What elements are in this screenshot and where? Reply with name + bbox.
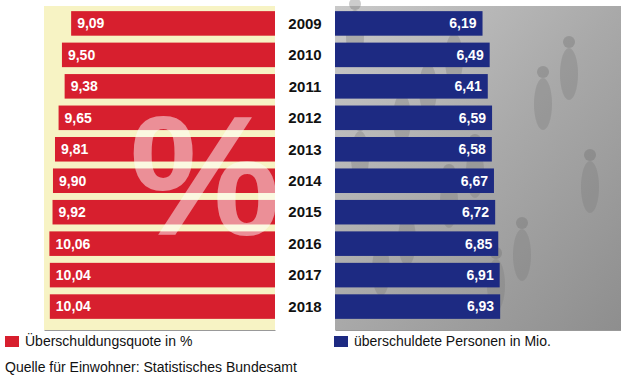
- data-labels: 9,09 9,50 9,38 9,65 9,81 9,90 9,92 10,06 10,04 10…: [55, 15, 104, 314]
- tick-label: 2012: [288, 109, 321, 126]
- tick-label: 2013: [288, 141, 321, 158]
- tick-box: [279, 11, 331, 36]
- photo-figure: [563, 36, 575, 48]
- x-axis: [336, 330, 621, 331]
- tick-label: 2016: [288, 235, 321, 252]
- bar: [335, 294, 500, 319]
- data-label: 6,19: [449, 15, 476, 31]
- bar: [50, 294, 275, 319]
- data-label: 9,90: [59, 173, 86, 189]
- data-label: 9,09: [77, 15, 104, 31]
- photo-figure: [516, 217, 528, 229]
- data-label: 9,50: [68, 47, 95, 63]
- data-label: 9,92: [59, 204, 86, 220]
- bar: [335, 200, 495, 225]
- x-axis: [45, 330, 276, 331]
- bar: [335, 137, 492, 162]
- tick-label: 2017: [288, 266, 321, 283]
- bar: [62, 43, 275, 68]
- bar: [71, 11, 275, 36]
- bar: [335, 168, 494, 193]
- legend: Überschuldungsquote in %: [5, 332, 192, 349]
- photo-figure: [560, 48, 578, 100]
- legend-label: überschuldete Personen in Mio.: [354, 333, 551, 349]
- bar: [335, 231, 498, 256]
- tick-box: [279, 231, 331, 256]
- data-label: 9,81: [61, 141, 88, 157]
- tick-box: [279, 263, 331, 288]
- y-axis: 2009 2010 2011 2012 2013 2014 2015 2016 2017 2018: [279, 11, 331, 319]
- data-label: 9,38: [71, 78, 98, 94]
- tick-box: [279, 106, 331, 131]
- bar: [335, 263, 500, 288]
- data-label: 6,93: [467, 298, 494, 314]
- bar: [335, 106, 492, 131]
- photo-figure: [537, 66, 549, 78]
- tick-box: [279, 200, 331, 225]
- tick-box: [279, 294, 331, 319]
- bars: [335, 11, 500, 319]
- tick-box: [279, 137, 331, 162]
- axis-line: [45, 330, 276, 331]
- chart: 9,09 9,50 9,38 9,65 9,81 9,90 9,92 10,06 10,04 10…: [0, 0, 621, 383]
- data-label: 10,06: [55, 236, 90, 252]
- tick-label: 2014: [288, 172, 322, 189]
- data-label: 6,85: [465, 236, 492, 252]
- photo-figure: [584, 149, 596, 161]
- watermark: %: [129, 81, 280, 271]
- tick-label: 2018: [288, 298, 321, 315]
- panel-background: [335, 6, 621, 330]
- data-label: 10,04: [56, 267, 91, 283]
- data-label: 6,67: [461, 173, 488, 189]
- data-label: 6,91: [466, 267, 493, 283]
- data-label: 9,65: [65, 110, 92, 126]
- data-label: 6,72: [462, 204, 489, 220]
- tick-box: [279, 43, 331, 68]
- data-label: 6,49: [456, 47, 483, 63]
- data-labels: 6,19 6,49 6,41 6,59 6,58 6,67 6,72 6,85 6,91 6,93: [449, 15, 494, 314]
- photo-figure: [349, 0, 361, 10]
- tick-box: [279, 168, 331, 193]
- legend-swatch: [334, 336, 348, 347]
- data-label: 6,58: [459, 141, 486, 157]
- bar: [335, 11, 483, 36]
- data-label: 10,04: [56, 298, 91, 314]
- tick-box: [279, 74, 331, 99]
- data-label: 6,41: [455, 78, 482, 94]
- legend-label: Überschuldungsquote in %: [25, 332, 192, 349]
- tick-label: 2010: [288, 46, 321, 63]
- photo-figure: [513, 229, 531, 281]
- tick-label: 2011: [289, 78, 322, 95]
- tick-label: 2009: [288, 15, 321, 32]
- tick-label: 2015: [288, 203, 321, 220]
- bar: [335, 43, 490, 68]
- photo-figure: [534, 78, 552, 130]
- legend: überschuldete Personen in Mio.: [334, 333, 551, 349]
- source-note: Quelle für Einwohner: Statistisches Bund…: [5, 359, 297, 375]
- legend-swatch: [5, 336, 19, 347]
- axis-line: [336, 330, 621, 331]
- bar: [335, 74, 488, 99]
- data-label: 6,59: [459, 110, 486, 126]
- photo-figure: [581, 161, 599, 213]
